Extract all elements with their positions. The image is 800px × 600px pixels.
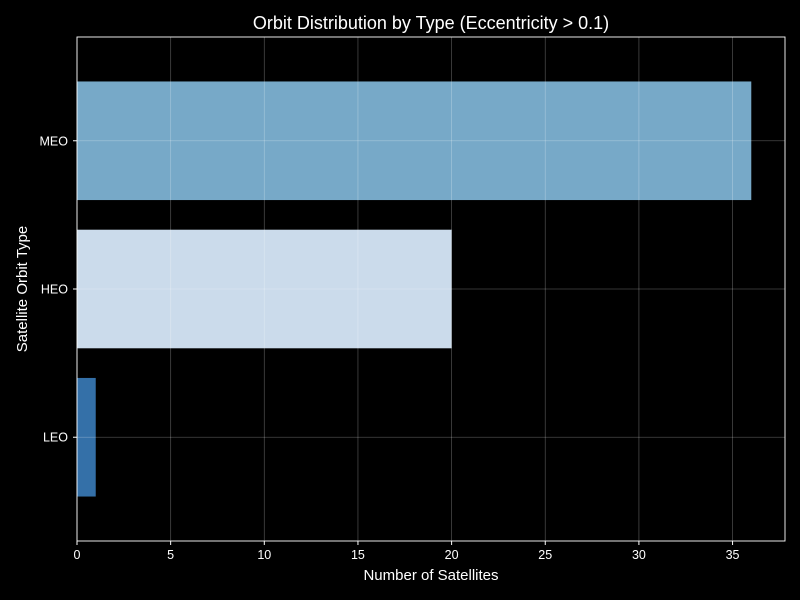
x-tick-label: 5 <box>167 548 174 562</box>
bar-leo <box>77 377 96 497</box>
bar-heo <box>77 229 452 349</box>
y-tick-label-heo: HEO <box>41 283 68 297</box>
x-tick-label: 0 <box>74 548 81 562</box>
x-tick-label: 35 <box>726 548 740 562</box>
bar-meo <box>77 81 752 201</box>
y-tick-label-leo: LEO <box>43 431 68 445</box>
x-axis-label: Number of Satellites <box>363 567 498 584</box>
x-tick-label: 20 <box>445 548 459 562</box>
y-tick-label-meo: MEO <box>40 134 69 148</box>
x-axis: 0 5 10 15 20 25 30 35 <box>74 541 740 562</box>
chart-title: Orbit Distribution by Type (Eccentricity… <box>253 13 609 33</box>
x-tick-label: 10 <box>257 548 271 562</box>
y-axis-label: Satellite Orbit Type <box>14 226 31 352</box>
x-tick-label: 25 <box>538 548 552 562</box>
bars <box>77 81 752 497</box>
y-axis: LEO HEO MEO <box>40 134 77 445</box>
x-tick-label: 30 <box>632 548 646 562</box>
x-tick-label: 15 <box>351 548 365 562</box>
